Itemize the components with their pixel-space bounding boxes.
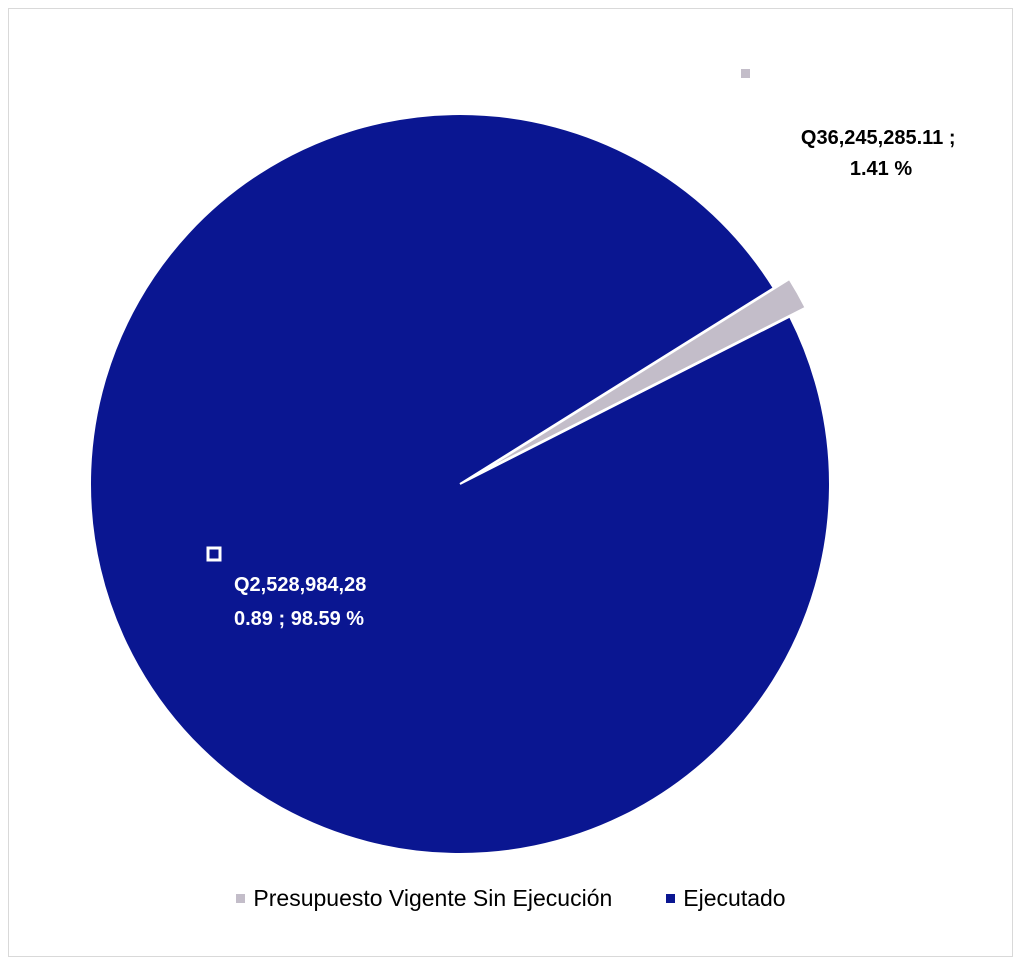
legend-item-presupuesto[interactable]: Presupuesto Vigente Sin Ejecución	[236, 885, 612, 912]
data-label-presupuesto-line1: Q36,245,285.11 ;	[801, 127, 956, 149]
pie-slice-presupuesto[interactable]	[475, 277, 807, 477]
pie-slice-ejecutado[interactable]	[89, 113, 831, 855]
label-key-ejecutado	[206, 546, 222, 562]
data-label-ejecutado-line2: 0.89 ; 98.59 %	[234, 608, 364, 630]
data-label-presupuesto: Q36,245,285.11 ; 1.41 %	[801, 127, 961, 180]
legend-label-presupuesto: Presupuesto Vigente Sin Ejecución	[253, 885, 613, 911]
legend-swatch-ejecutado	[666, 894, 676, 903]
legend-swatch-presupuesto	[236, 894, 246, 903]
data-label-ejecutado-line1: Q2,528,984,28	[234, 574, 366, 596]
legend: Presupuesto Vigente Sin Ejecución Ejecut…	[0, 885, 1022, 912]
label-key-presupuesto	[741, 69, 750, 78]
legend-label-ejecutado: Ejecutado	[683, 885, 786, 911]
legend-item-ejecutado[interactable]: Ejecutado	[666, 885, 786, 912]
data-label-ejecutado: Q2,528,984,28 0.89 ; 98.59 %	[234, 574, 372, 630]
data-label-presupuesto-line2: 1.41 %	[850, 158, 912, 180]
